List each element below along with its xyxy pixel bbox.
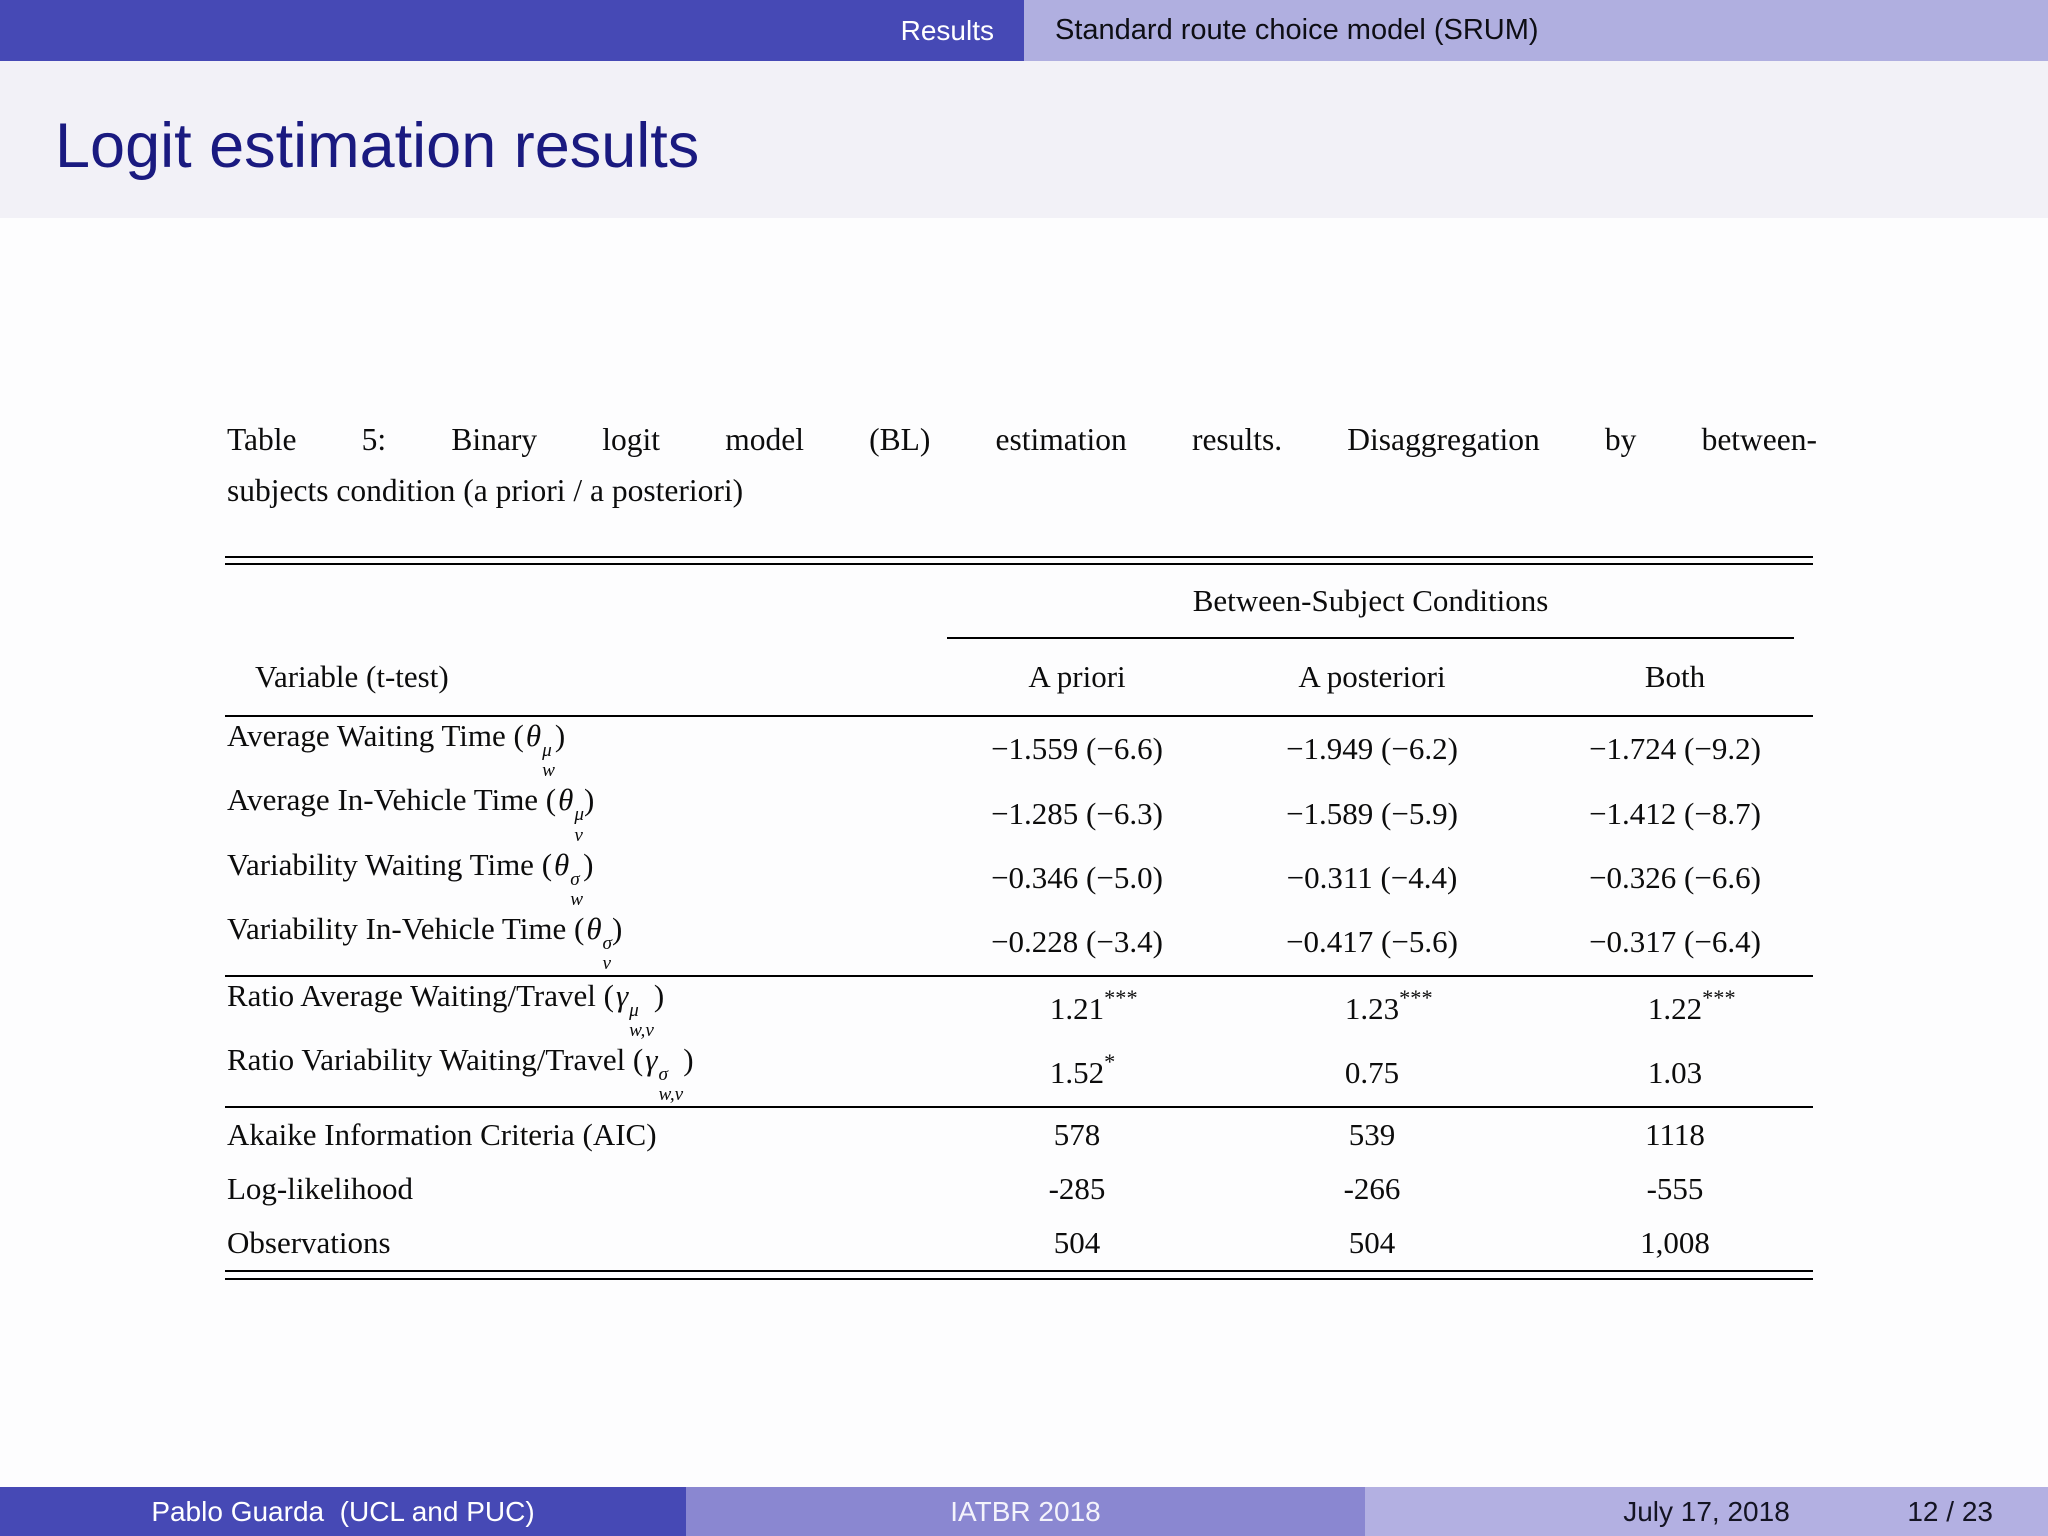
- results-table: Between-Subject Conditions Variable (t-t…: [225, 564, 1814, 1270]
- nav-section-label: Results: [900, 14, 994, 46]
- value-cell: 578: [1053, 1116, 1101, 1152]
- variable-label: Average Waiting Time (θ μ w): [227, 718, 566, 782]
- value-cell: −0.228 (−3.4): [991, 924, 1163, 960]
- math-symbol: θ: [554, 846, 570, 882]
- value-cell: 1.23***: [1344, 985, 1433, 1026]
- math-symbol: θ: [558, 782, 574, 818]
- value-cell: −0.346 (−5.0): [991, 860, 1163, 896]
- footer-conference: IATBR 2018: [686, 1487, 1365, 1536]
- table-row: Average Waiting Time (θ μ w) −1.559 (−6.6) −…: [225, 716, 1813, 781]
- math-symbol: θ: [586, 911, 602, 947]
- value-cell: −0.326 (−6.6): [1589, 860, 1761, 896]
- value-cell: −1.559 (−6.6): [991, 731, 1163, 767]
- table-row: Akaike Information Criteria (AIC) 578 539 1…: [225, 1107, 1813, 1162]
- value-cell: −1.589 (−5.9): [1286, 795, 1458, 831]
- value-cell: 1.03: [1647, 1055, 1703, 1091]
- table-group-2: Akaike Information Criteria (AIC) 578 539 1…: [225, 1106, 1814, 1270]
- value-cell: -266: [1343, 1170, 1401, 1206]
- variable-label: Log-likelihood: [227, 1170, 413, 1206]
- footer-right: July 17, 2018 12 / 23: [1365, 1487, 2048, 1536]
- value-cell: −0.311 (−4.4): [1286, 860, 1458, 896]
- value-cell: 1.22***: [1647, 985, 1736, 1026]
- navigation-bar: Results Standard route choice model (SRU…: [0, 0, 2048, 61]
- variable-label: Ratio Variability Waiting/Travel (γ σ w,v): [227, 1042, 694, 1106]
- footer-author: Pablo Guarda (UCL and PUC): [0, 1487, 686, 1536]
- variable-label: Ratio Average Waiting/Travel (γ μ w,v): [227, 977, 665, 1041]
- sup-sub-stack: σ w,v: [658, 1064, 684, 1106]
- column-header-row: Variable (t-test) A priori A posteriori …: [225, 638, 1814, 717]
- table-bottom-rule: [225, 1269, 1813, 1280]
- table-row: Variability In-Vehicle Time (θ σ v) −0.228 …: [225, 910, 1813, 975]
- span-header-label: Between-Subject Conditions: [947, 564, 1795, 639]
- variable-column-header: Variable (t-test): [225, 638, 947, 717]
- value-cell: 0.75: [1344, 1055, 1400, 1091]
- math-symbol: θ: [525, 718, 542, 753]
- value-cell: 504: [1348, 1224, 1396, 1260]
- table-row: Observations 504 504 1,008: [225, 1216, 1813, 1270]
- nav-subsection[interactable]: Standard route choice model (SRUM): [1024, 0, 2048, 61]
- table-group-1: Ratio Average Waiting/Travel (γ μ w,v) 1.21…: [225, 975, 1814, 1107]
- value-cell: −1.285 (−6.3): [991, 795, 1163, 831]
- table-row: Log-likelihood -285 -266 -555: [225, 1162, 1813, 1216]
- value-cell: −0.417 (−5.6): [1286, 924, 1458, 960]
- title-block: Logit estimation results: [0, 61, 2048, 218]
- results-table-wrap: Between-Subject Conditions Variable (t-t…: [225, 556, 1814, 1280]
- footer-page-number: 12 / 23: [1907, 1495, 1993, 1527]
- variable-label: Variability Waiting Time (θ σ w): [227, 846, 594, 911]
- value-cell: 504: [1053, 1224, 1101, 1260]
- value-cell: −1.724 (−9.2): [1589, 731, 1761, 767]
- table-top-rule: [225, 556, 1813, 565]
- value-cell: −1.949 (−6.2): [1286, 731, 1458, 767]
- value-cell: −1.412 (−8.7): [1589, 795, 1761, 831]
- math-symbol: γ: [615, 977, 629, 1013]
- value-cell: -285: [1048, 1170, 1106, 1206]
- footer-date: July 17, 2018: [1623, 1495, 1790, 1527]
- value-cell: 1.21***: [1049, 985, 1138, 1026]
- table-caption: Table 5: Binary logit model (BL) estimat…: [227, 414, 1817, 516]
- caption-line-1: Table 5: Binary logit model (BL) estimat…: [227, 422, 1817, 457]
- table-row: Average In-Vehicle Time (θ μ v) −1.285 (−6.…: [225, 781, 1813, 845]
- table-row: Ratio Average Waiting/Travel (γ μ w,v) 1.21…: [225, 976, 1813, 1041]
- column-header-a-posteriori: A posteriori: [1207, 638, 1537, 717]
- math-symbol: γ: [645, 1042, 658, 1078]
- table-group-0: Average Waiting Time (θ μ w) −1.559 (−6.6) −…: [225, 716, 1813, 976]
- column-header-both: Both: [1537, 638, 1814, 717]
- value-cell: 539: [1348, 1116, 1396, 1152]
- empty-cell: [225, 565, 947, 638]
- span-header-cell: Between-Subject Conditions: [947, 564, 1813, 639]
- value-cell: −0.317 (−6.4): [1589, 924, 1761, 960]
- nav-subsection-label: Standard route choice model (SRUM): [1055, 14, 1539, 46]
- nav-section[interactable]: Results: [0, 0, 1024, 61]
- sup-sub-stack: μ w,v: [629, 999, 654, 1041]
- caption-line-2: subjects condition (a priori / a posteri…: [227, 473, 744, 508]
- page-title: Logit estimation results: [55, 110, 700, 181]
- span-header-row: Between-Subject Conditions: [225, 564, 1813, 639]
- table-row: Variability Waiting Time (θ σ w) −0.346 (−5…: [225, 846, 1813, 910]
- variable-label: Akaike Information Criteria (AIC): [227, 1116, 657, 1152]
- value-cell: -555: [1646, 1170, 1704, 1206]
- value-cell: 1118: [1645, 1116, 1705, 1152]
- value-cell: 1.52*: [1049, 1049, 1116, 1091]
- footer-bar: Pablo Guarda (UCL and PUC) IATBR 2018 Ju…: [0, 1487, 2048, 1536]
- table-row: Ratio Variability Waiting/Travel (γ σ w,v)…: [225, 1041, 1813, 1106]
- variable-label: Average In-Vehicle Time (θ μ v): [227, 782, 595, 846]
- variable-label: Variability In-Vehicle Time (θ σ v): [227, 911, 623, 975]
- column-header-a-priori: A priori: [947, 638, 1207, 717]
- value-cell: 1,008: [1640, 1224, 1710, 1260]
- variable-label: Observations: [227, 1224, 391, 1260]
